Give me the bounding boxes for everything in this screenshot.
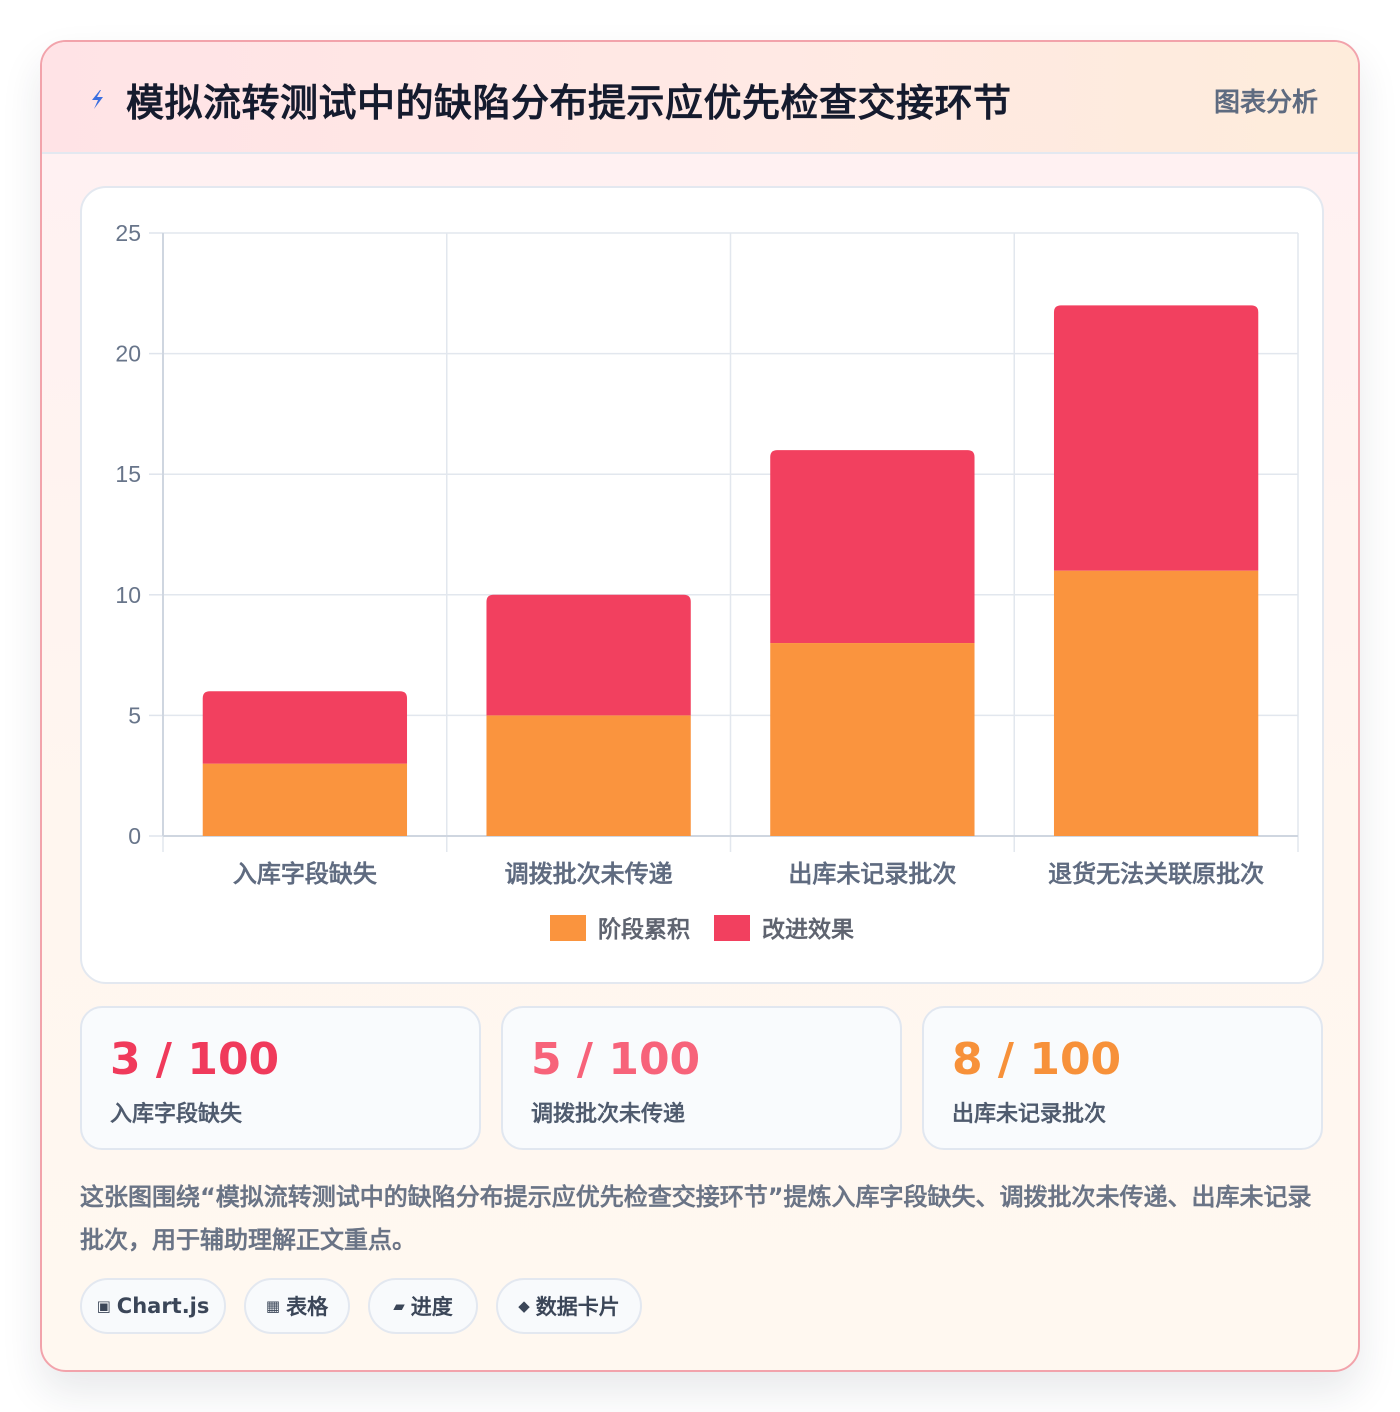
bar-segment [1053,570,1259,836]
chart-description: 这张图围绕“模拟流转测试中的缺陷分布提示应优先检查交接环节”提炼入库字段缺失、调… [80,1183,1312,1254]
chart-analysis-tag: 图表分析 [1213,88,1318,118]
chip-progress[interactable]: ▰ 进度 [368,1278,478,1334]
feature-chips: ▣ Chart.js ▦ 表格 ▰ 进度 ◆ 数据卡片 [80,1278,1330,1334]
legend-label: 阶段累积 [598,916,690,943]
page-title: 模拟流转测试中的缺陷分布提示应优先检查交接环节 [126,81,1012,125]
bar-segment [202,763,408,836]
y-tick-label: 20 [115,341,141,367]
stat-value: 3 / 100 [110,1034,280,1085]
bar-segment [770,643,975,836]
x-tick-label: 退货无法关联原批次 [1048,860,1264,888]
x-tick-label: 调拨批次未传递 [505,860,673,888]
stat-label: 出库未记录批次 [952,1102,1107,1127]
chip-label: 数据卡片 [535,1295,620,1319]
lightning-bolt-icon [92,90,103,109]
y-tick-label: 25 [115,220,141,246]
progress-icon: ▰ [393,1297,405,1315]
stacked-bar-chart: 0 5 10 15 20 25 入库字段缺失 调拨批次未传递 出库未记录批次 退货无法关联原批次阶… [115,220,1299,943]
chip-label: 进度 [410,1295,453,1319]
legend-swatch [550,915,586,941]
bar-segment [486,594,691,716]
stat-label: 入库字段缺失 [110,1102,243,1127]
stat-value: 5 / 100 [531,1034,701,1085]
y-tick-label: 5 [128,702,141,728]
x-tick-label: 入库字段缺失 [233,860,378,888]
diamond-icon: ◆ [518,1297,530,1315]
y-tick-label: 10 [115,582,141,608]
legend-swatch [714,915,750,941]
bar-segment [1053,305,1259,571]
chart-card: 模拟流转测试中的缺陷分布提示应优先检查交接环节 图表分析 0 5 10 15 20 25 入… [40,40,1360,1372]
bar-segment [770,450,975,644]
table-grid-icon: ▦ [265,1297,281,1315]
chip-chartjs[interactable]: ▣ Chart.js [80,1278,226,1334]
bar-segment [486,715,691,836]
stat-card: 8 / 100 出库未记录批次 [922,1006,1323,1150]
legend-label: 改进效果 [762,916,854,943]
chip-label: Chart.js [116,1294,210,1318]
stat-label: 调拨批次未传递 [531,1102,686,1127]
chart-square-icon: ▣ [96,1297,111,1315]
y-tick-label: 15 [115,461,141,487]
chip-table[interactable]: ▦ 表格 [244,1278,350,1334]
stat-card: 5 / 100 调拨批次未传递 [501,1006,902,1150]
stat-card: 3 / 100 入库字段缺失 [80,1006,481,1150]
stat-cards: 3 / 100 入库字段缺失 5 / 100 调拨批次未传递 8 / 100 出… [80,1006,1324,1150]
stat-value: 8 / 100 [952,1034,1122,1085]
chip-label: 表格 [286,1295,329,1319]
chart-panel: 0 5 10 15 20 25 入库字段缺失 调拨批次未传递 出库未记录批次 退货无法关联原批次阶… [80,186,1324,984]
y-tick-label: 0 [128,823,141,849]
card-header: 模拟流转测试中的缺陷分布提示应优先检查交接环节 图表分析 [42,42,1358,154]
bar-segment [202,691,408,764]
chip-data-card[interactable]: ◆ 数据卡片 [496,1278,642,1334]
x-tick-label: 出库未记录批次 [788,860,956,888]
